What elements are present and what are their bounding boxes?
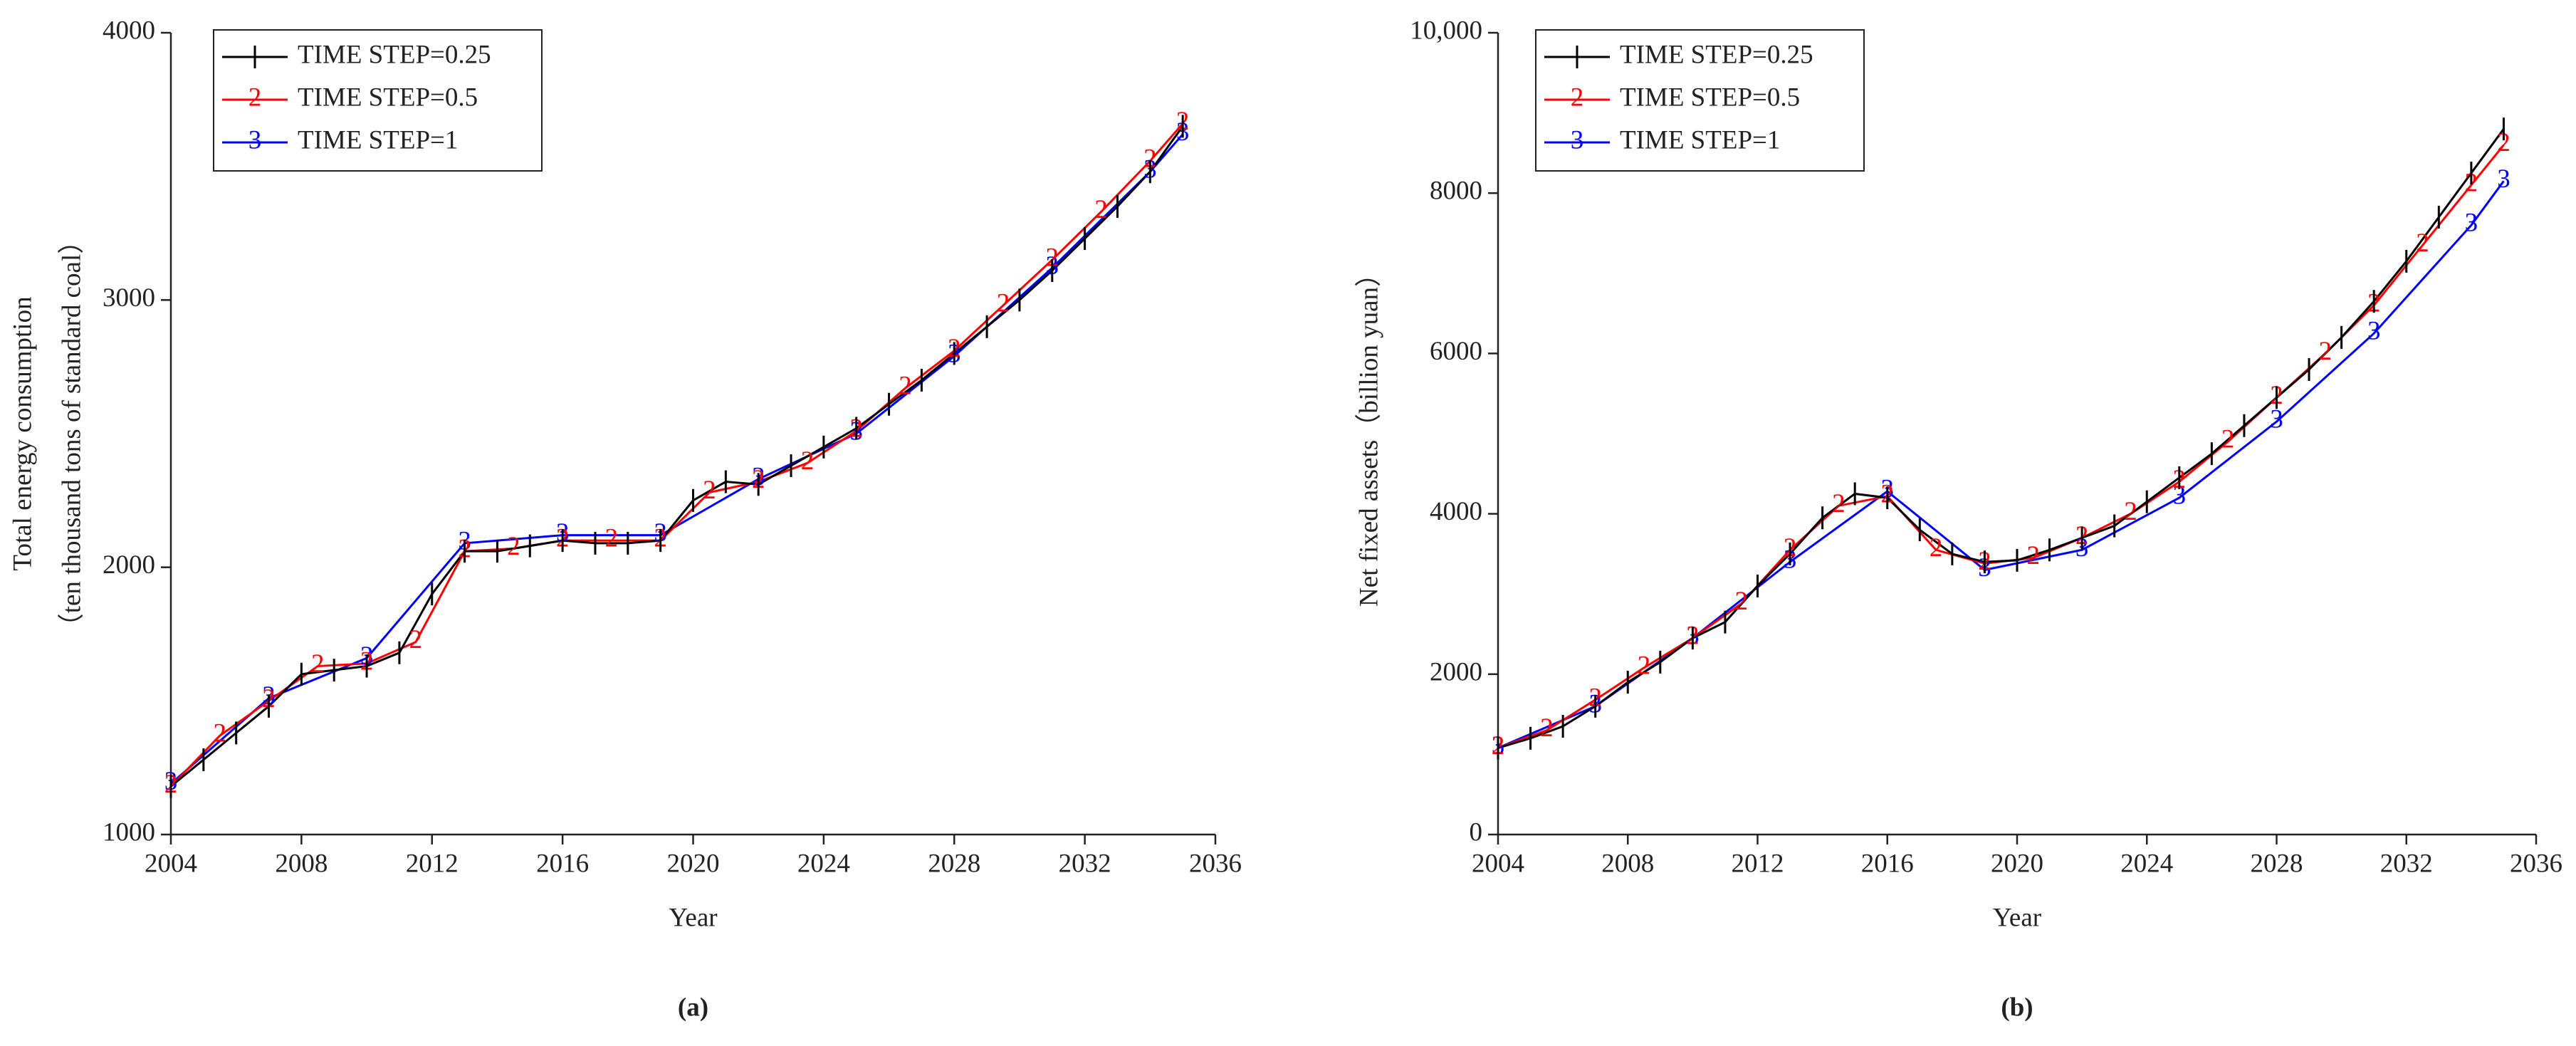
series-marker: 3 [2270, 405, 2283, 434]
series-marker: 2 [1734, 587, 1748, 616]
series-line [169, 122, 1184, 788]
y-tick-label: 1000 [103, 817, 155, 847]
y-tick-label: 4000 [1430, 497, 1482, 526]
series-marker: 2 [2319, 337, 2332, 366]
legend-marker: 2 [1571, 83, 1584, 112]
x-tick-label: 2032 [2380, 849, 2433, 878]
series-marker: 3 [2497, 164, 2510, 194]
y-tick-label: 4000 [103, 16, 155, 45]
y-tick-label: 8000 [1430, 177, 1482, 206]
x-tick-label: 2008 [1601, 849, 1654, 878]
series-marker: 3 [2173, 481, 2187, 511]
y-tick-label: 2000 [1430, 657, 1482, 686]
y-tick-label: 3000 [103, 283, 155, 313]
y-axis-title: Total energy consumption [8, 296, 37, 570]
series-marker: 2 [409, 625, 423, 654]
y-tick-label: 0 [1470, 817, 1483, 847]
x-tick-label: 2036 [1189, 849, 1242, 878]
x-tick-label: 2020 [667, 849, 720, 878]
legend-box [1535, 29, 1865, 172]
chart-panel: 0 2000 4000 6000 8000 10,000 2004 2008 2012 2016 2… [1354, 16, 2562, 1022]
series-line [170, 133, 1184, 785]
x-tick-label: 2004 [1472, 849, 1524, 878]
legend-marker: 3 [1571, 125, 1584, 155]
series-line [170, 125, 1184, 788]
x-tick-label: 2020 [1991, 849, 2043, 878]
legend-label: TIME STEP=0.5 [298, 83, 478, 112]
y-tick-label: 6000 [1430, 337, 1482, 366]
series-marker: 2 [2416, 229, 2429, 258]
x-tick-label: 2028 [2251, 849, 2303, 878]
x-axis-title: Year [1993, 903, 2041, 932]
series-marker: 2 [801, 446, 815, 476]
series-marker: 2 [1638, 651, 1651, 680]
series-line [1497, 128, 2505, 749]
y-axis-title: Net fixed assets（billion yuan） [1354, 261, 1383, 607]
series-marker: 2 [1540, 713, 1554, 743]
series-marker: 2 [2027, 541, 2041, 570]
panel-label: (b) [2001, 993, 2033, 1022]
x-tick-label: 2032 [1059, 849, 1111, 878]
series-marker: 2 [997, 288, 1010, 318]
series-marker: 2 [1046, 244, 1059, 273]
legend-label: TIME STEP=0.25 [298, 40, 491, 69]
panel-label: (a) [678, 993, 708, 1022]
legend-label: TIME STEP=1 [1620, 125, 1780, 155]
x-tick-label: 2036 [2510, 849, 2562, 878]
series-marker: 2 [2221, 425, 2235, 454]
series-marker: 2 [1832, 489, 1845, 518]
series-marker: 3 [2367, 317, 2381, 346]
x-tick-label: 2012 [1732, 849, 1784, 878]
legend-label: TIME STEP=0.25 [1620, 40, 1813, 69]
x-tick-label: 2012 [406, 849, 459, 878]
y-tick-label: 10,000 [1410, 16, 1482, 45]
x-tick-label: 2024 [797, 849, 850, 878]
legend-label: TIME STEP=1 [298, 125, 458, 155]
x-axis-title: Year [669, 903, 717, 932]
x-tick-label: 2028 [928, 849, 980, 878]
series-marker: 2 [703, 476, 716, 505]
series-marker: 2 [1094, 195, 1108, 224]
series-marker: 2 [899, 372, 912, 401]
series-marker: 2 [1930, 533, 1943, 563]
chart-panel: 1000 2000 3000 4000 2004 2008 2012 2016 2020 2024… [8, 16, 1242, 1022]
y-tick-label: 2000 [103, 550, 155, 580]
x-tick-label: 2016 [1861, 849, 1914, 878]
legend-label: TIME STEP=0.5 [1620, 83, 1800, 112]
legend-marker: 3 [248, 125, 262, 155]
series-marker: 2 [605, 524, 619, 553]
series-marker: 2 [2124, 497, 2137, 526]
x-tick-label: 2004 [145, 849, 197, 878]
x-tick-label: 2016 [536, 849, 589, 878]
series-marker: 2 [311, 649, 325, 679]
series-marker: 3 [2465, 209, 2478, 238]
series-marker: 2 [1143, 145, 1157, 174]
series-marker: 2 [2497, 128, 2510, 157]
x-tick-label: 2008 [275, 849, 328, 878]
x-tick-label: 2024 [2120, 849, 2173, 878]
series-marker: 2 [214, 719, 227, 748]
series-marker: 2 [507, 532, 520, 561]
legend-marker: 2 [248, 83, 262, 112]
y-axis-title: （ten thousand tons of standard coal） [57, 228, 86, 640]
